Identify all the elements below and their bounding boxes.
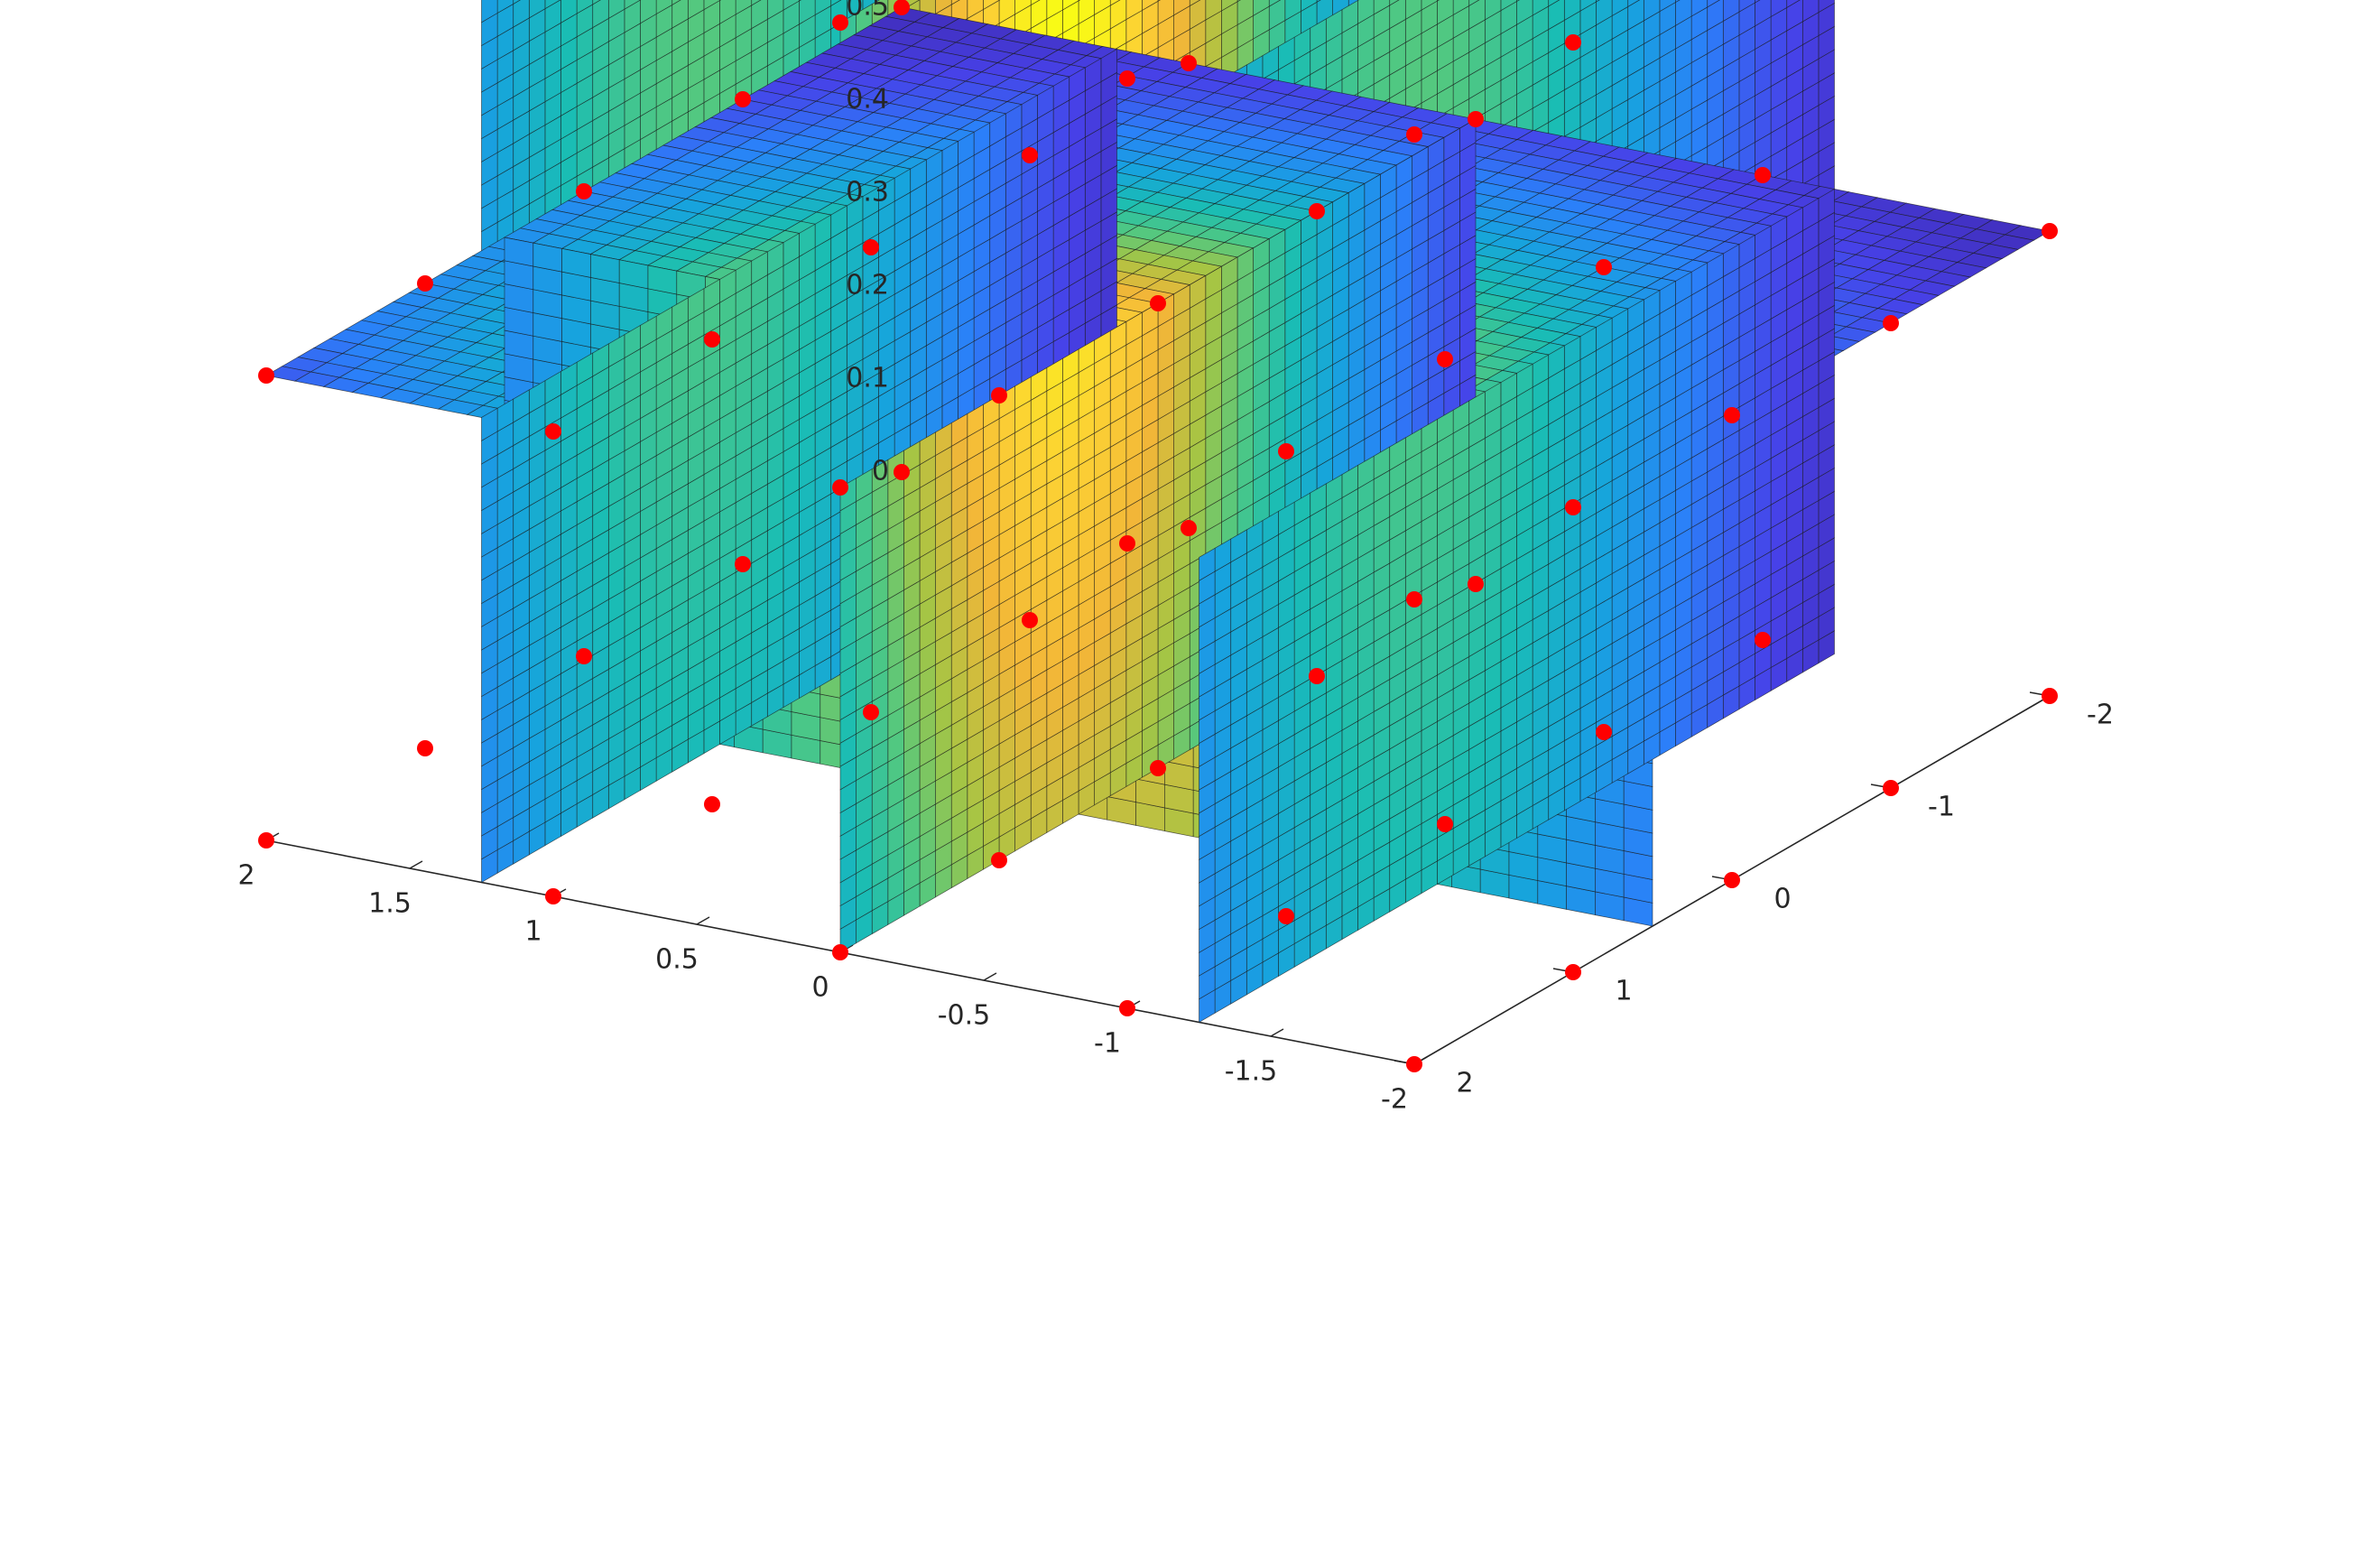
x-slice-surface [783,0,800,11]
x-slice-surface [1014,0,1032,15]
x-slice-surface [513,0,521,5]
x-slice-surface [576,0,594,14]
x-slice-surface [1284,0,1301,22]
x-slice-surface [799,0,801,2]
x-slice-surface [1316,0,1321,3]
x-slice-surface [1046,0,1063,20]
x-slice-surface [607,0,625,20]
x-slice-surface [1221,0,1238,12]
slice-surfaces [265,0,2051,1024]
x-slice-surface [1205,0,1222,21]
x-slice-surface [592,0,601,5]
x-slice-surface [735,0,753,15]
x-slice-surface [1094,0,1111,15]
x-slice-surface [655,0,673,15]
x-slice-surface [687,0,705,20]
x-slice-surface [1142,0,1159,12]
x-slice-surface [528,0,546,19]
x-slice-surface [624,0,641,10]
x-slice-surface [1236,0,1241,3]
x-slice-surface [1125,0,1143,21]
x-tick-mark [983,972,997,981]
x-slice-surface [1030,0,1041,6]
x-slice-surface [751,0,762,6]
x-tick-mark [696,916,710,925]
x-slice-surface [1268,0,1282,7]
x-slice-surface [1189,0,1201,7]
x-slice-surface [560,0,578,23]
x-slice-surface [496,0,514,14]
x-slice-surface [766,0,784,21]
x-slice-surface [830,0,842,7]
x-slice-surface [640,0,657,24]
x-slice-surface [1253,0,1270,16]
x-slice-surface [544,0,561,10]
x-slice-surface [1109,0,1121,6]
x-slice-surface [1173,0,1190,16]
x-slice-surface [1301,0,1318,13]
x-slice-surface [481,0,498,23]
x-tick-mark [1270,1028,1284,1037]
x-slice-surface [703,0,720,11]
x-slice-surface [671,0,681,6]
x-tick-mark [409,860,423,869]
x-slice-surface [1062,0,1079,11]
x-slice-surface [1157,0,1161,2]
x-slice-surface [814,0,832,16]
